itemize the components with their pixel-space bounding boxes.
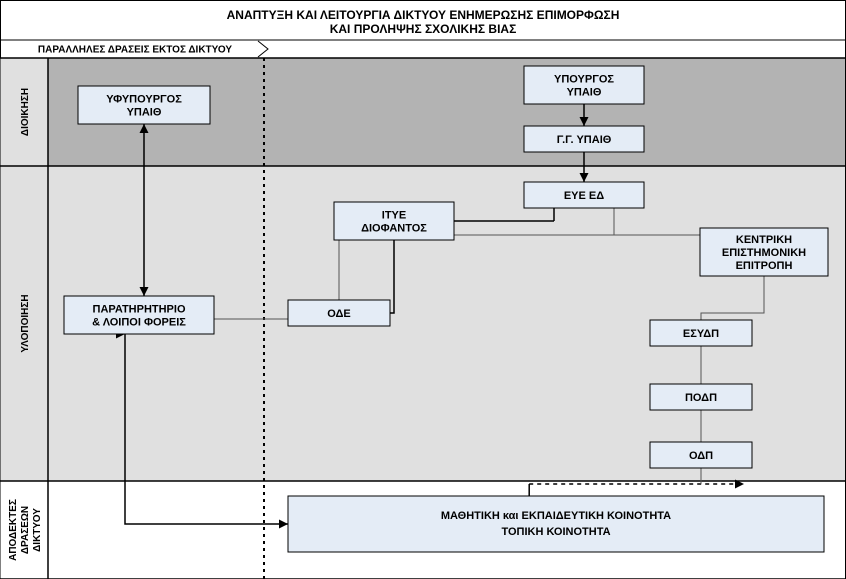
strip-label: ΠΑΡΑΛΛΗΛΕΣ ΔΡΑΣΕΙΣ ΕΚΤΟΣ ΔΙΚΤΥΟΥ (38, 45, 233, 56)
node-eyed-label1: ΕΥΕ ΕΔ (564, 190, 604, 202)
node-parat-label1: ΠΑΡΑΤΗΡΗΤΗΡΙΟ (93, 303, 186, 315)
title-line1: ΑΝΑΠΤΥΞΗ ΚΑΙ ΛΕΙΤΟΥΡΓΙΑ ΔΙΚΤΥΟΥ ΕΝΗΜΕΡΩΣ… (227, 8, 620, 22)
node-ypourgos-label1: ΥΠΟΥΡΓΟΣ (554, 73, 614, 85)
node-odp-label1: ΟΔΠ (689, 450, 713, 462)
outcome-l1: ΜΑΘΗΤΙΚΗ και ΕΚΠΑΙΔΕΥΤΙΚΗ ΚΟΙΝΟΤΗΤΑ (441, 510, 671, 522)
node-gg-label1: Γ.Γ. ΥΠΑΙΘ (557, 134, 612, 146)
node-ypourgos-label2: ΥΠΑΙΘ (567, 86, 602, 98)
lane3-label-3: ΔΙΚΤΥΟΥ (32, 508, 43, 552)
node-itye-label2: ΔΙΟΦΑΝΤΟΣ (361, 222, 427, 234)
node-itye-label1: ΙΤΥΕ (382, 209, 406, 221)
lane3-label-1: ΑΠΟΔΕΚΤΕΣ (8, 499, 19, 561)
node-parat-label2: & ΛΟΙΠΟΙ ΦΟΡΕΙΣ (92, 316, 186, 328)
lane1-label: ΔΙΟΙΚΗΣΗ (20, 88, 31, 136)
node-kee-label3: ΕΠΙΤΡΟΠΗ (736, 260, 793, 272)
node-kee-label2: ΕΠΙΣΤΗΜΟΝΙΚΗ (722, 247, 806, 259)
outcome-box (288, 496, 824, 552)
outcome-l2: ΤΟΠΙΚΗ ΚΟΙΝΟΤΗΤΑ (501, 526, 610, 538)
node-podp-label1: ΠΟΔΠ (685, 392, 717, 404)
lane3-label-2: ΔΡΑΣΕΩΝ (20, 506, 31, 554)
node-kee-label1: ΚΕΝΤΡΙΚΗ (736, 234, 792, 246)
node-esydp-label1: ΕΣΥΔΠ (683, 328, 719, 340)
node-yfypourgos-label2: ΥΠΑΙΘ (127, 106, 162, 118)
lane2-label: ΥΛΟΠΟΙΗΣΗ (20, 294, 31, 352)
node-ode-label1: ΟΔΕ (327, 308, 351, 320)
diagram-root: ΑΝΑΠΤΥΞΗ ΚΑΙ ΛΕΙΤΟΥΡΓΙΑ ΔΙΚΤΥΟΥ ΕΝΗΜΕΡΩΣ… (0, 0, 846, 579)
node-yfypourgos-label1: ΥΦΥΠΟΥΡΓΟΣ (106, 93, 182, 105)
title-line2: ΚΑΙ ΠΡΟΛΗΨΗΣ ΣΧΟΛΙΚΗΣ ΒΙΑΣ (330, 22, 517, 36)
